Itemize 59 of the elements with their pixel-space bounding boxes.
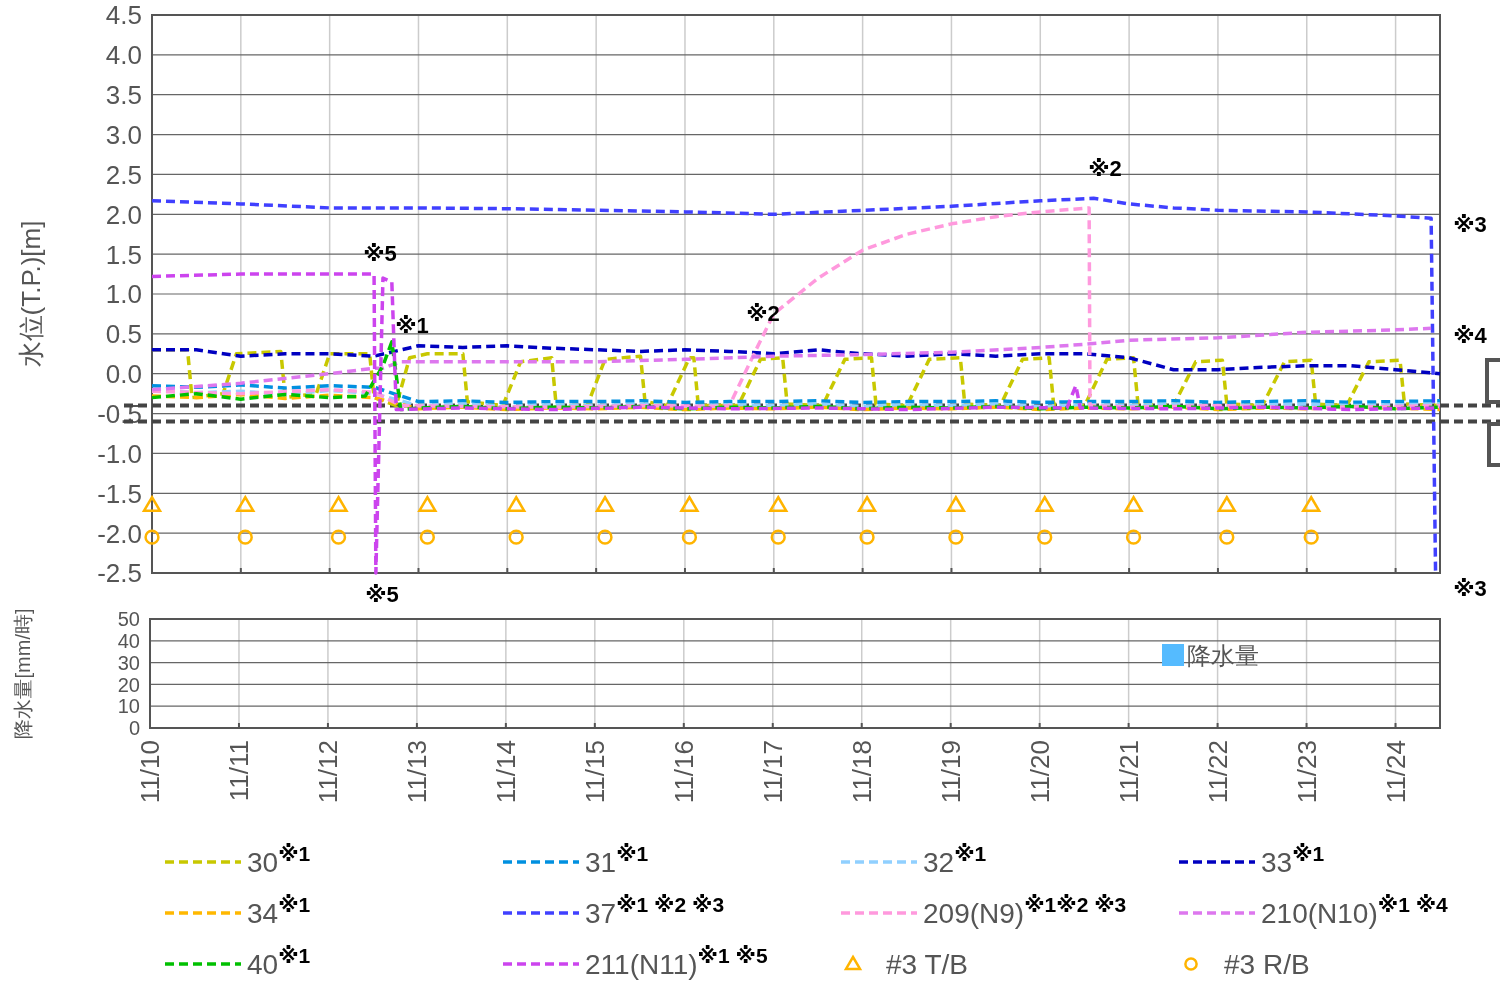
x-tick-label: 11/21	[1113, 740, 1144, 804]
y-tick-label: 50	[117, 608, 140, 631]
y-axis-title: 水位(T.P.)[m]	[16, 220, 46, 368]
annotation: ※5	[363, 241, 397, 266]
x-tick-label: 11/10	[135, 740, 165, 804]
legend-label: 209(N9)$^{※1※2 ※3}$	[923, 892, 1127, 930]
y-tick-label: -2.0	[97, 518, 142, 549]
y-tick-label: 40	[117, 630, 140, 652]
legend-label: #3 R/B	[1224, 949, 1310, 981]
text: ※3	[1453, 212, 1487, 237]
legend-label: 30$^{※1}$	[247, 841, 311, 879]
y-axis-title: 降水量[mm/時]	[12, 608, 34, 739]
y-tick-label: 0	[128, 717, 140, 740]
annotation: ※2	[746, 301, 780, 326]
x-tick-label: 11/17	[757, 740, 788, 804]
x-tick-label: 11/18	[846, 740, 877, 804]
y-tick-label: 20	[117, 673, 140, 696]
x-tick-label: 11/11	[223, 740, 254, 802]
y-tick-label: 1.0	[105, 279, 142, 310]
line-series	[150, 344, 1442, 376]
y-tick-label: 30	[117, 651, 140, 674]
text: ※4	[1453, 323, 1488, 348]
x-tick-label: 11/16	[668, 740, 699, 804]
x-tick-label: 11/23	[1291, 740, 1322, 804]
x-tick-label: 11/22	[1202, 740, 1233, 804]
y-tick-label: -1.5	[97, 478, 142, 509]
legend-label: 31$^{※1}$	[585, 841, 649, 879]
legend-label: 37$^{※1 ※2 ※3}$	[585, 892, 725, 930]
x-tick-label: 11/15	[579, 740, 610, 804]
y-tick-label: 3.0	[105, 119, 142, 150]
y-tick-label: 3.5	[105, 80, 142, 111]
text: ※3	[1453, 576, 1487, 601]
x-tick-label: 11/24	[1380, 740, 1411, 804]
y-tick-label: 10	[117, 695, 140, 718]
legend-label: 33$^{※1}$	[1261, 841, 1325, 879]
y-tick-label: 0.0	[105, 359, 142, 390]
legend-label: #3 T/B	[886, 949, 968, 981]
legend-label: 211(N11)$^{※1 ※5}$	[585, 943, 768, 981]
x-tick-label: 11/14	[490, 740, 521, 804]
line-series	[150, 392, 1442, 412]
legend-label: 40$^{※1}$	[247, 943, 311, 981]
y-tick-label: -1.0	[97, 438, 142, 469]
y-tick-label: 2.0	[105, 199, 142, 230]
y-tick-label: 0.5	[105, 319, 142, 350]
legend-label: 34$^{※1}$	[247, 892, 311, 930]
y-tick-label: 2.5	[105, 159, 142, 190]
annotation: ※1	[395, 313, 429, 338]
x-tick-label: 11/12	[312, 740, 343, 804]
text: ※5	[365, 582, 399, 607]
x-tick-label: 11/19	[935, 740, 966, 804]
legend-label: 32$^{※1}$	[923, 841, 987, 879]
y-tick-label: 4.0	[105, 40, 142, 71]
y-tick-label: 1.5	[105, 239, 142, 270]
y-tick-label: 4.5	[105, 0, 142, 31]
legend-label: 降水量	[1187, 641, 1259, 669]
y-tick-label: -2.5	[97, 558, 142, 589]
x-tick-label: 11/20	[1024, 740, 1055, 804]
x-tick-label: 11/13	[401, 740, 432, 804]
legend-label: 210(N10)$^{※1 ※4}$	[1261, 892, 1449, 930]
